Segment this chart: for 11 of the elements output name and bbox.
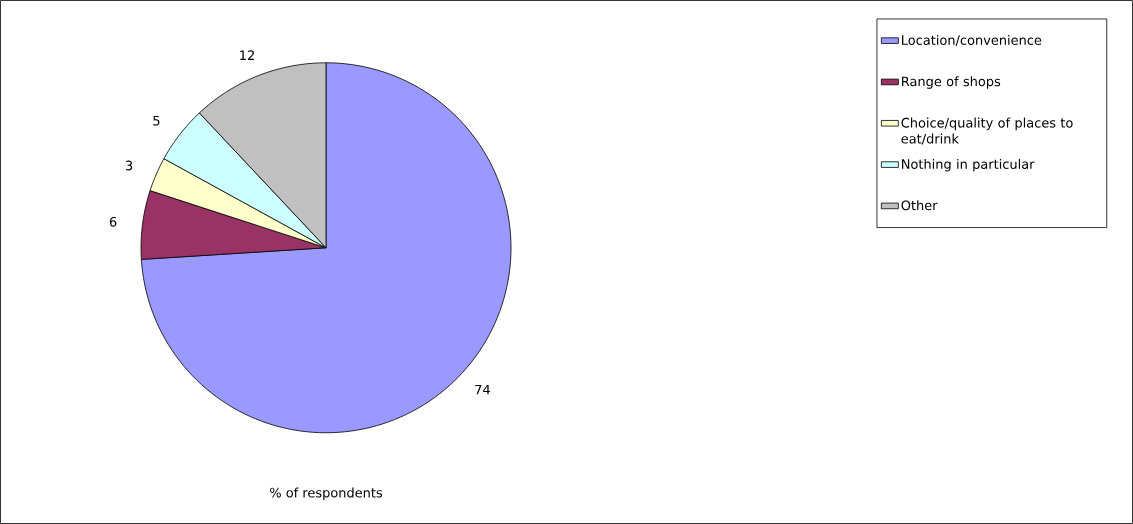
data-label: 5	[153, 115, 160, 126]
legend-label: Range of shops	[902, 76, 1001, 89]
data-label: 74	[475, 384, 490, 395]
text: % of respondents	[270, 487, 383, 501]
legend-label: Other	[901, 200, 938, 211]
data-label: 3	[125, 160, 133, 171]
legend-label: Choice/quality of places to eat/drink	[901, 117, 1073, 145]
legend-label: Nothing in particular	[902, 158, 1035, 172]
data-label: 12	[240, 50, 254, 60]
data-label: 6	[109, 216, 117, 227]
legend-label: Location/convenience	[902, 34, 1042, 47]
